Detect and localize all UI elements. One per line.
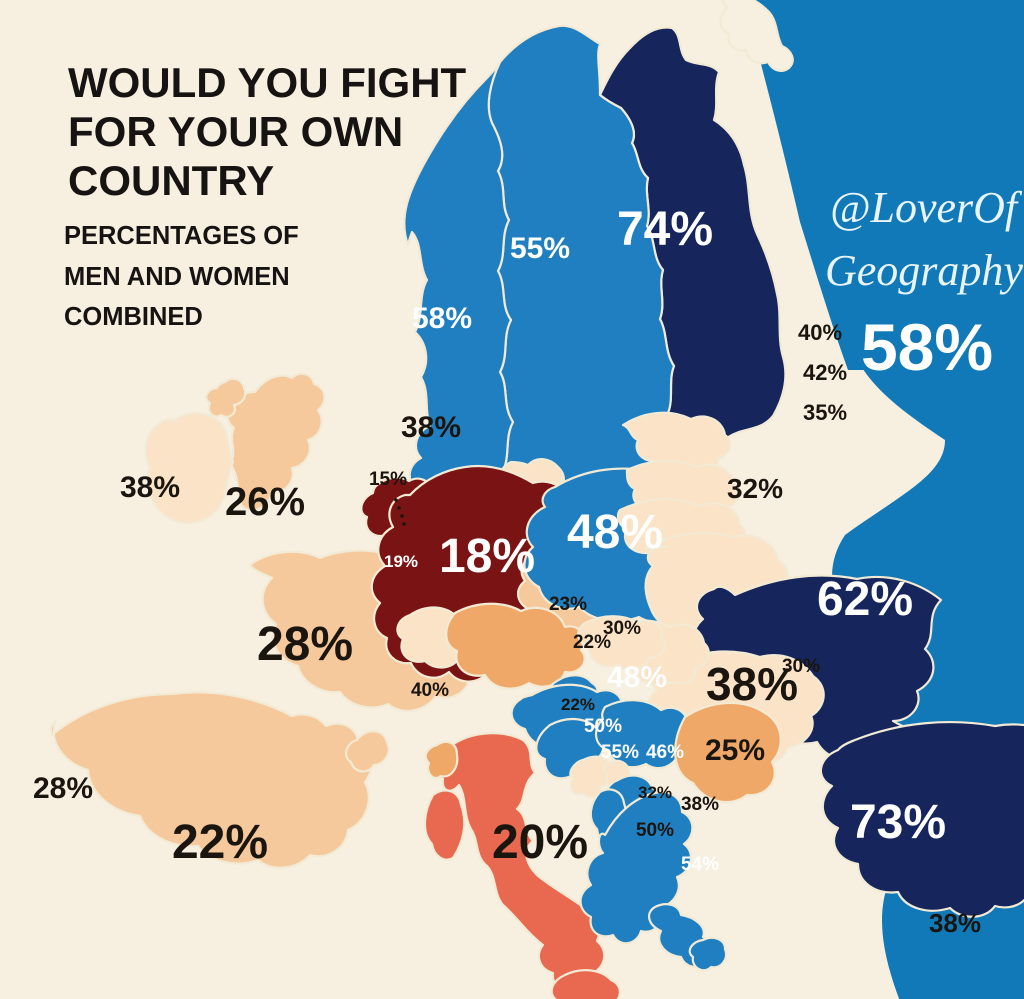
svg-text:62%: 62% — [817, 573, 913, 626]
svg-text:55%: 55% — [601, 742, 639, 763]
svg-text:15%: 15% — [369, 469, 407, 490]
svg-text:32%: 32% — [638, 783, 672, 802]
svg-text:PERCENTAGES OF: PERCENTAGES OF — [64, 222, 299, 250]
svg-text:WOULD YOU FIGHT: WOULD YOU FIGHT — [68, 59, 467, 106]
svg-text:38%: 38% — [120, 471, 180, 504]
svg-text:23%: 23% — [549, 594, 587, 615]
svg-text:40%: 40% — [411, 680, 449, 701]
svg-text:30%: 30% — [782, 656, 820, 677]
svg-text:28%: 28% — [33, 772, 93, 805]
svg-text:46%: 46% — [646, 742, 684, 763]
svg-text:54%: 54% — [681, 854, 719, 875]
svg-text:18%: 18% — [439, 530, 535, 583]
svg-text:73%: 73% — [850, 796, 946, 849]
svg-text:FOR YOUR OWN: FOR YOUR OWN — [68, 108, 403, 155]
svg-text:58%: 58% — [412, 302, 472, 335]
svg-text:38%: 38% — [929, 908, 981, 938]
svg-text:25%: 25% — [705, 734, 765, 767]
svg-text:48%: 48% — [567, 506, 663, 559]
svg-text:20%: 20% — [492, 816, 588, 869]
svg-text:50%: 50% — [636, 820, 674, 841]
svg-text:32%: 32% — [727, 473, 783, 504]
svg-text:42%: 42% — [803, 360, 847, 385]
svg-text:22%: 22% — [561, 695, 595, 714]
svg-text:74%: 74% — [617, 203, 713, 256]
svg-text:Geography: Geography — [825, 246, 1023, 295]
svg-text:COMBINED: COMBINED — [64, 303, 203, 331]
svg-text:@LoverOf: @LoverOf — [830, 183, 1023, 232]
svg-text:19%: 19% — [384, 552, 418, 571]
svg-text:40%: 40% — [798, 320, 842, 345]
svg-text:38%: 38% — [681, 794, 719, 815]
svg-text:38%: 38% — [401, 411, 461, 444]
svg-text:28%: 28% — [257, 618, 353, 671]
svg-text:22%: 22% — [172, 816, 268, 869]
svg-text:30%: 30% — [603, 618, 641, 639]
svg-text:COUNTRY: COUNTRY — [68, 157, 274, 204]
svg-text:35%: 35% — [803, 400, 847, 425]
svg-text:58%: 58% — [861, 310, 993, 384]
svg-text:55%: 55% — [510, 232, 570, 265]
svg-text:48%: 48% — [607, 661, 667, 694]
svg-text:26%: 26% — [225, 480, 305, 524]
svg-text:MEN AND WOMEN: MEN AND WOMEN — [64, 263, 290, 291]
svg-text:50%: 50% — [584, 716, 622, 737]
